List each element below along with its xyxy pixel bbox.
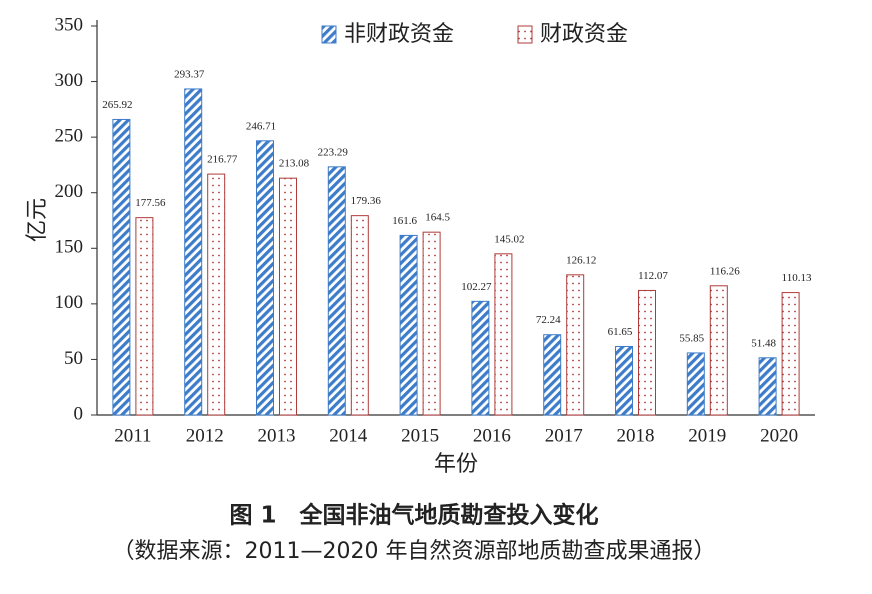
value-label: 102.27 [461,281,492,293]
y-tick-label: 200 [55,181,84,202]
bar [399,234,418,416]
bar [256,140,274,416]
value-label: 145.02 [494,233,524,245]
bar [781,292,800,416]
bar [494,253,513,416]
bar [184,88,203,416]
bar [422,231,441,416]
value-label: 213.08 [279,158,310,170]
x-tick-label: 2012 [186,425,224,446]
value-label: 61.65 [608,326,633,338]
x-tick-label: 2013 [258,425,296,446]
value-label: 72.24 [536,314,561,326]
value-label: 55.85 [679,332,704,344]
bar [350,215,369,416]
bar [207,173,226,416]
bar [112,118,131,416]
x-tick-label: 2015 [401,425,439,446]
y-tick-label: 0 [74,403,84,424]
y-tick-label: 100 [55,292,84,313]
bar [543,334,562,416]
bar [566,274,585,416]
y-tick-label: 50 [64,348,83,369]
bar [327,166,346,416]
bar [615,345,633,416]
x-tick-label: 2011 [114,425,151,446]
caption: 图 1 全国非油气地质勘查投入变化 [229,502,598,529]
value-label: 116.26 [710,265,740,277]
bar [279,177,297,416]
y-tick-label: 250 [55,126,84,147]
x-tick-label: 2017 [545,425,583,446]
y-tick-label: 300 [55,70,84,91]
value-label: 51.48 [751,337,776,349]
value-label: 110.13 [782,272,812,284]
bar [638,289,656,416]
value-label: 179.36 [351,195,382,207]
x-tick-label: 2020 [760,425,798,446]
bar [709,285,728,416]
x-tick-label: 2014 [329,425,368,446]
value-label: 293.37 [174,68,205,80]
legend-swatch [517,25,533,44]
legend-label: 非财政资金 [344,22,454,47]
bar [471,300,490,416]
x-tick-label: 2018 [617,425,655,446]
legend-swatch [321,25,337,44]
y-tick-label: 350 [55,14,84,35]
x-tick-label: 2016 [473,425,511,446]
y-axis-label: 亿元 [25,198,50,242]
value-label: 216.77 [207,154,238,166]
bar [686,352,705,416]
value-label: 177.56 [135,197,166,209]
value-label: 161.6 [392,215,417,227]
x-tick-label: 2019 [688,425,726,446]
bar [135,217,154,416]
legend-label: 财政资金 [540,22,628,47]
y-tick-label: 150 [55,237,84,258]
value-label: 246.71 [246,120,276,132]
bar [758,357,777,416]
value-label: 223.29 [318,146,349,158]
source: （数据来源：2011—2020 年自然资源部地质勘查成果通报） [113,539,716,564]
value-label: 126.12 [566,254,596,266]
value-label: 112.07 [638,270,668,282]
value-label: 164.5 [425,212,450,224]
x-axis-label: 年份 [434,452,478,477]
value-label: 265.92 [102,99,132,111]
